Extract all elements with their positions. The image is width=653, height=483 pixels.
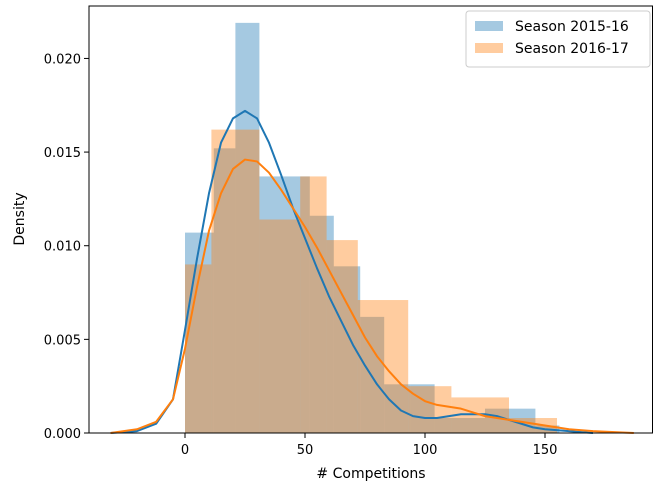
legend-swatch [475,21,503,31]
histogram-bars-season-2015-16 [185,22,560,434]
histogram-bar-season-2015-16 [309,215,334,433]
kde-line-season-2015-16 [110,109,594,434]
y-axis-ticks: 0.000 0.005 0.010 0.015 0.020 [44,52,89,442]
histogram-bar-season-2015-16 [384,384,411,433]
y-axis-label: Density [12,192,28,245]
x-axis-ticks: 0 50 100 150 [181,433,558,458]
x-tick-label: 0 [181,443,189,458]
histogram-bar-season-2015-16 [410,384,435,433]
histogram-bar-season-2015-16 [185,232,214,433]
histogram-bars-season-2016-17 [185,129,557,433]
histogram-bar-season-2016-17 [300,176,327,433]
histogram-bar-season-2016-17 [326,240,358,433]
legend: Season 2015-16 Season 2016-17 [465,10,651,68]
x-axis-label: # Competitions [316,466,425,482]
legend-label: Season 2015-16 [515,19,629,35]
y-tick-label: 0.000 [44,427,81,442]
histogram-bar-season-2016-17 [185,264,212,433]
histogram-bar-season-2016-17 [211,129,260,433]
legend-box [465,10,651,68]
histogram-bar-season-2015-16 [485,408,509,433]
legend-label: Season 2016-17 [515,41,629,57]
legend-swatch [475,43,503,53]
histogram-bar-season-2015-16 [259,176,310,433]
kde-line-season-2016-17 [110,158,634,434]
histogram-bar-season-2015-16 [461,418,485,433]
histogram-bar-season-2015-16 [434,418,461,433]
x-tick-label: 150 [533,443,558,458]
y-tick-label: 0.020 [44,52,81,67]
y-tick-label: 0.015 [44,146,81,161]
y-tick-label: 0.005 [44,333,81,348]
y-tick-label: 0.010 [44,240,81,255]
histogram-bar-season-2016-17 [259,219,301,433]
histogram-bar-season-2015-16 [235,22,260,434]
x-tick-label: 50 [297,443,314,458]
kde-curves [110,109,634,434]
histogram-bar-season-2016-17 [408,386,452,433]
histogram-bar-season-2015-16 [213,148,236,434]
x-tick-label: 100 [413,443,438,458]
